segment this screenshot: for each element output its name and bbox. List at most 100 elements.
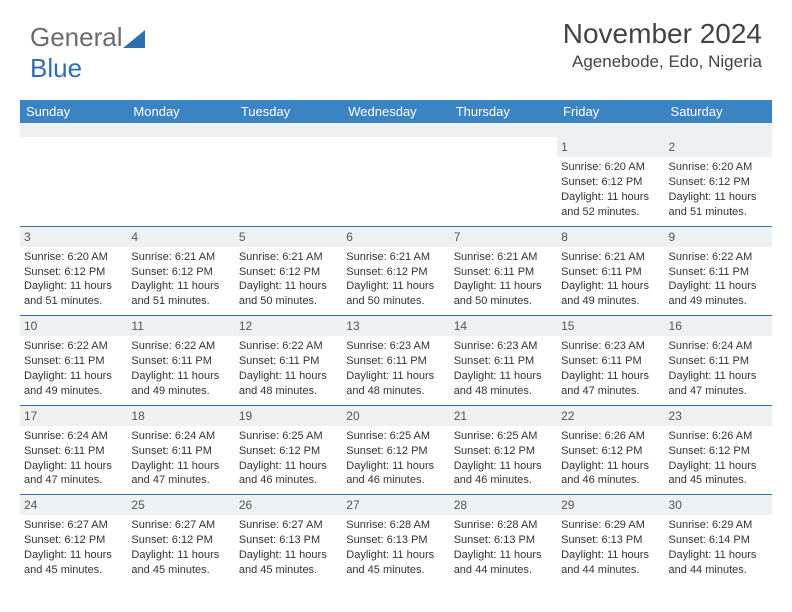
sunrise-text: Sunrise: 6:21 AM <box>454 250 553 265</box>
daylight-text: Daylight: 11 hours and 48 minutes. <box>346 369 445 399</box>
page-subtitle: Agenebode, Edo, Nigeria <box>563 52 762 72</box>
day-number: 1 <box>557 137 664 157</box>
sunset-text: Sunset: 6:12 PM <box>239 444 338 459</box>
calendar-table: Sunday Monday Tuesday Wednesday Thursday… <box>20 100 772 584</box>
sunset-text: Sunset: 6:12 PM <box>239 265 338 280</box>
day-number: 14 <box>450 316 557 336</box>
daylight-text: Daylight: 11 hours and 47 minutes. <box>561 369 660 399</box>
weekday-header: Tuesday <box>235 100 342 123</box>
sunrise-text: Sunrise: 6:21 AM <box>346 250 445 265</box>
sunrise-text: Sunrise: 6:25 AM <box>454 429 553 444</box>
sunrise-text: Sunrise: 6:27 AM <box>131 518 230 533</box>
daylight-text: Daylight: 11 hours and 45 minutes. <box>346 548 445 578</box>
calendar-week-row: 10Sunrise: 6:22 AMSunset: 6:11 PMDayligh… <box>20 316 772 406</box>
daylight-text: Daylight: 11 hours and 51 minutes. <box>669 190 768 220</box>
day-cell: 22Sunrise: 6:26 AMSunset: 6:12 PMDayligh… <box>557 405 664 495</box>
day-number: 25 <box>127 495 234 515</box>
weekday-header: Monday <box>127 100 234 123</box>
sunrise-text: Sunrise: 6:21 AM <box>131 250 230 265</box>
sunrise-text: Sunrise: 6:24 AM <box>131 429 230 444</box>
sunrise-text: Sunrise: 6:26 AM <box>669 429 768 444</box>
daylight-text: Daylight: 11 hours and 45 minutes. <box>239 548 338 578</box>
daylight-text: Daylight: 11 hours and 46 minutes. <box>561 459 660 489</box>
sunrise-text: Sunrise: 6:27 AM <box>239 518 338 533</box>
calendar: Sunday Monday Tuesday Wednesday Thursday… <box>20 100 772 584</box>
sunrise-text: Sunrise: 6:29 AM <box>669 518 768 533</box>
day-number: 6 <box>342 227 449 247</box>
sunset-text: Sunset: 6:11 PM <box>561 354 660 369</box>
sunset-text: Sunset: 6:12 PM <box>454 444 553 459</box>
daylight-text: Daylight: 11 hours and 47 minutes. <box>24 459 123 489</box>
day-cell: 14Sunrise: 6:23 AMSunset: 6:11 PMDayligh… <box>450 316 557 406</box>
sunset-text: Sunset: 6:12 PM <box>669 444 768 459</box>
day-number: 29 <box>557 495 664 515</box>
day-cell: 8Sunrise: 6:21 AMSunset: 6:11 PMDaylight… <box>557 226 664 316</box>
sunrise-text: Sunrise: 6:20 AM <box>669 160 768 175</box>
sunrise-text: Sunrise: 6:24 AM <box>24 429 123 444</box>
day-cell: 9Sunrise: 6:22 AMSunset: 6:11 PMDaylight… <box>665 226 772 316</box>
daylight-text: Daylight: 11 hours and 49 minutes. <box>131 369 230 399</box>
sunset-text: Sunset: 6:12 PM <box>131 265 230 280</box>
sunrise-text: Sunrise: 6:28 AM <box>454 518 553 533</box>
day-cell: 29Sunrise: 6:29 AMSunset: 6:13 PMDayligh… <box>557 495 664 584</box>
day-number: 8 <box>557 227 664 247</box>
brand-sail-icon <box>123 30 145 48</box>
sunset-text: Sunset: 6:11 PM <box>454 354 553 369</box>
day-cell: 25Sunrise: 6:27 AMSunset: 6:12 PMDayligh… <box>127 495 234 584</box>
day-number: 30 <box>665 495 772 515</box>
sunrise-text: Sunrise: 6:25 AM <box>239 429 338 444</box>
sunrise-text: Sunrise: 6:26 AM <box>561 429 660 444</box>
sunrise-text: Sunrise: 6:27 AM <box>24 518 123 533</box>
daylight-text: Daylight: 11 hours and 51 minutes. <box>24 279 123 309</box>
weekday-header-row: Sunday Monday Tuesday Wednesday Thursday… <box>20 100 772 123</box>
sunrise-text: Sunrise: 6:24 AM <box>669 339 768 354</box>
daylight-text: Daylight: 11 hours and 49 minutes. <box>561 279 660 309</box>
empty-cell <box>127 137 234 226</box>
sunset-text: Sunset: 6:12 PM <box>24 533 123 548</box>
sunset-text: Sunset: 6:12 PM <box>561 444 660 459</box>
spacer-row <box>20 123 772 137</box>
daylight-text: Daylight: 11 hours and 50 minutes. <box>346 279 445 309</box>
day-cell: 13Sunrise: 6:23 AMSunset: 6:11 PMDayligh… <box>342 316 449 406</box>
sunset-text: Sunset: 6:12 PM <box>346 444 445 459</box>
sunrise-text: Sunrise: 6:20 AM <box>561 160 660 175</box>
daylight-text: Daylight: 11 hours and 50 minutes. <box>454 279 553 309</box>
sunset-text: Sunset: 6:12 PM <box>346 265 445 280</box>
day-cell: 16Sunrise: 6:24 AMSunset: 6:11 PMDayligh… <box>665 316 772 406</box>
sunset-text: Sunset: 6:11 PM <box>346 354 445 369</box>
day-number: 18 <box>127 406 234 426</box>
sunrise-text: Sunrise: 6:23 AM <box>346 339 445 354</box>
sunset-text: Sunset: 6:11 PM <box>131 354 230 369</box>
day-number: 24 <box>20 495 127 515</box>
calendar-week-row: 17Sunrise: 6:24 AMSunset: 6:11 PMDayligh… <box>20 405 772 495</box>
day-number: 15 <box>557 316 664 336</box>
day-cell: 3Sunrise: 6:20 AMSunset: 6:12 PMDaylight… <box>20 226 127 316</box>
day-cell: 5Sunrise: 6:21 AMSunset: 6:12 PMDaylight… <box>235 226 342 316</box>
calendar-week-row: 24Sunrise: 6:27 AMSunset: 6:12 PMDayligh… <box>20 495 772 584</box>
sunset-text: Sunset: 6:11 PM <box>239 354 338 369</box>
sunset-text: Sunset: 6:12 PM <box>561 175 660 190</box>
sunset-text: Sunset: 6:11 PM <box>24 354 123 369</box>
calendar-week-row: 3Sunrise: 6:20 AMSunset: 6:12 PMDaylight… <box>20 226 772 316</box>
day-number: 10 <box>20 316 127 336</box>
day-cell: 30Sunrise: 6:29 AMSunset: 6:14 PMDayligh… <box>665 495 772 584</box>
sunrise-text: Sunrise: 6:20 AM <box>24 250 123 265</box>
day-number: 23 <box>665 406 772 426</box>
day-number: 2 <box>665 137 772 157</box>
day-cell: 7Sunrise: 6:21 AMSunset: 6:11 PMDaylight… <box>450 226 557 316</box>
sunrise-text: Sunrise: 6:29 AM <box>561 518 660 533</box>
day-number: 26 <box>235 495 342 515</box>
sunrise-text: Sunrise: 6:22 AM <box>24 339 123 354</box>
daylight-text: Daylight: 11 hours and 49 minutes. <box>669 279 768 309</box>
day-cell: 27Sunrise: 6:28 AMSunset: 6:13 PMDayligh… <box>342 495 449 584</box>
sunset-text: Sunset: 6:11 PM <box>561 265 660 280</box>
sunrise-text: Sunrise: 6:23 AM <box>561 339 660 354</box>
empty-cell <box>342 137 449 226</box>
day-number: 21 <box>450 406 557 426</box>
day-number: 16 <box>665 316 772 336</box>
brand-word-2: Blue <box>30 53 82 83</box>
empty-cell <box>20 137 127 226</box>
day-number: 5 <box>235 227 342 247</box>
day-cell: 19Sunrise: 6:25 AMSunset: 6:12 PMDayligh… <box>235 405 342 495</box>
day-number: 3 <box>20 227 127 247</box>
